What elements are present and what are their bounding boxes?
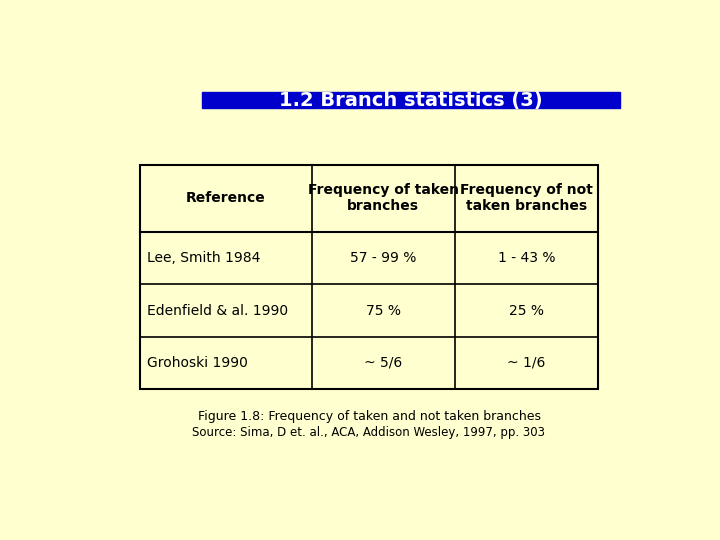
Text: 25 %: 25 %	[509, 303, 544, 318]
Text: ~ 5/6: ~ 5/6	[364, 356, 402, 370]
Text: Edenfield & al. 1990: Edenfield & al. 1990	[147, 303, 288, 318]
Bar	[202, 92, 620, 109]
Text: 1 - 43 %: 1 - 43 %	[498, 251, 555, 265]
Text: Frequency of taken
branches: Frequency of taken branches	[307, 183, 459, 213]
Text: ~ 1/6: ~ 1/6	[507, 356, 546, 370]
Text: Source: Sima, D et. al., ACA, Addison Wesley, 1997, pp. 303: Source: Sima, D et. al., ACA, Addison We…	[192, 426, 546, 439]
Text: 75 %: 75 %	[366, 303, 401, 318]
Text: 1.2 Branch statistics (3): 1.2 Branch statistics (3)	[279, 91, 543, 110]
Text: Figure 1.8: Frequency of taken and not taken branches: Figure 1.8: Frequency of taken and not t…	[197, 410, 541, 423]
Text: Reference: Reference	[186, 191, 266, 205]
Text: Lee, Smith 1984: Lee, Smith 1984	[147, 251, 261, 265]
Text: Grohoski 1990: Grohoski 1990	[147, 356, 248, 370]
Text: 57 - 99 %: 57 - 99 %	[350, 251, 416, 265]
Text: Frequency of not
taken branches: Frequency of not taken branches	[460, 183, 593, 213]
